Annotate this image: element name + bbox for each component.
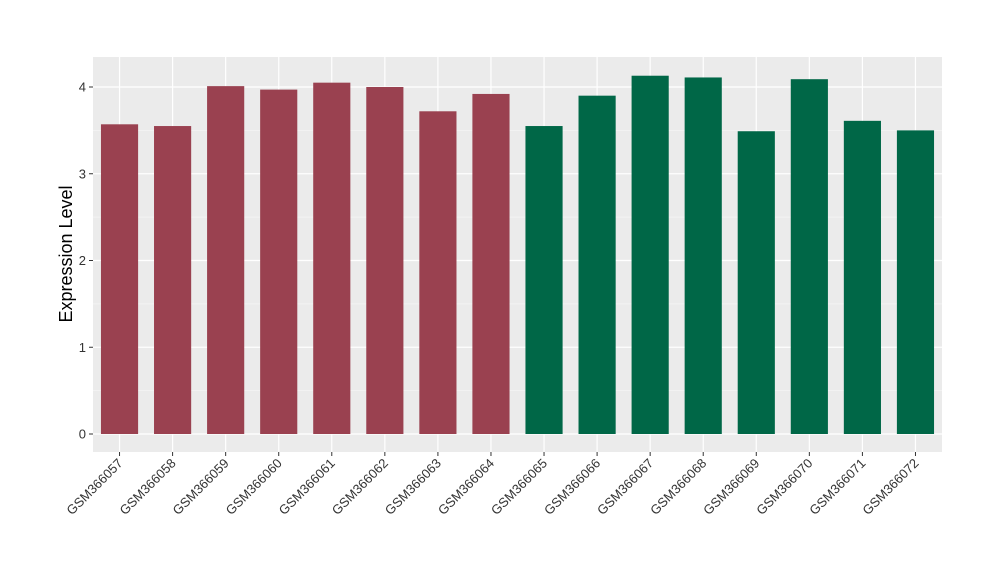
x-axis: GSM366057GSM366058GSM366059GSM366060GSM3… [63,452,922,518]
x-tick-label: GSM366070 [753,456,815,518]
bar-GSM366070 [790,79,828,434]
x-tick-label: GSM366069 [700,456,762,518]
y-tick-label: 0 [79,427,86,442]
x-tick-label: GSM366065 [488,456,550,518]
bar-GSM366067 [631,75,669,434]
bar-GSM366062 [366,87,404,434]
bar-GSM366068 [684,77,722,435]
bar-GSM366060 [260,89,298,434]
x-tick-label: GSM366064 [435,456,497,518]
x-tick-label: GSM366057 [63,456,125,518]
bar-GSM366063 [419,111,457,434]
bar-GSM366058 [154,126,192,434]
bar-GSM366057 [100,124,139,435]
y-tick-label: 4 [79,80,86,95]
x-tick-label: GSM366062 [329,456,391,518]
x-tick-label: GSM366068 [647,456,709,518]
bar-GSM366066 [578,95,616,435]
bar-GSM366061 [313,82,351,434]
x-tick-label: GSM366066 [541,456,603,518]
bar-GSM366059 [207,86,245,434]
x-tick-label: GSM366059 [170,456,232,518]
x-tick-label: GSM366061 [276,456,338,518]
bar-GSM366065 [525,126,563,434]
bar-GSM366072 [896,130,935,434]
bar-GSM366071 [843,120,881,435]
x-tick-label: GSM366063 [382,456,444,518]
x-tick-label: GSM366060 [223,456,285,518]
y-axis: 0 1 2 3 4 [79,80,93,442]
x-tick-label: GSM366067 [594,456,656,518]
y-tick-label: 2 [79,253,86,268]
bar-GSM366069 [737,131,775,434]
x-tick-label: GSM366071 [806,456,868,518]
x-tick-label: GSM366058 [116,456,178,518]
y-axis-title: Expression Level [56,185,76,322]
bar-GSM366064 [472,93,510,434]
x-tick-label: GSM366072 [859,456,921,518]
y-tick-label: 1 [79,340,86,355]
y-tick-label: 3 [79,166,86,181]
bars [100,75,935,435]
